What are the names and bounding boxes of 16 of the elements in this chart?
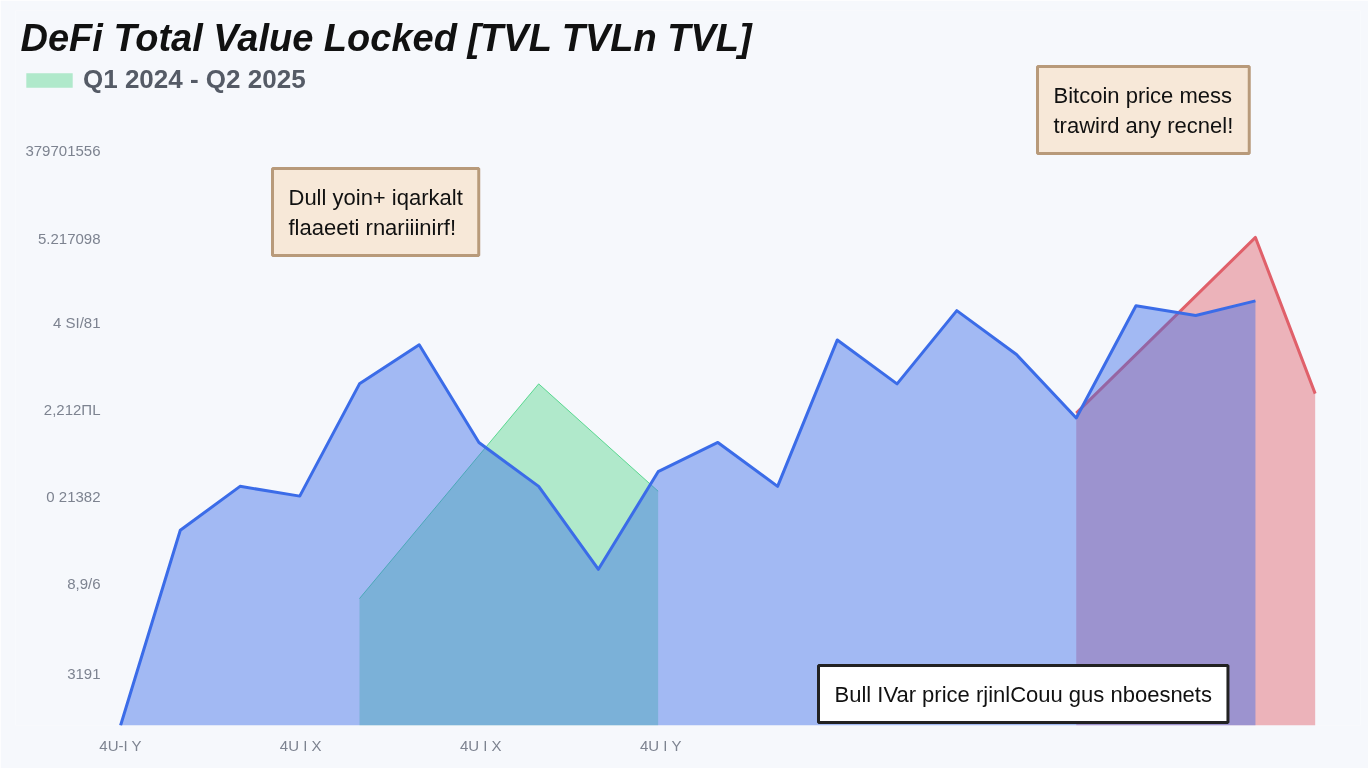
text: 4U I Y — [639, 736, 682, 754]
annotation: 4 SI/81 — [52, 313, 101, 331]
chart-title: DeFi Total Value Locked [TVL TVLn TVL] — [20, 16, 754, 59]
text: Bitcoin price mess trawird any recnel! — [1053, 82, 1234, 138]
annotation: 2,212ΠL — [43, 400, 101, 418]
annotation: 3191 — [67, 664, 101, 682]
text: 379701556 — [25, 141, 101, 159]
annotation: Dull yoin+ iqarkalt flaaeeti rnariiinirf! — [288, 184, 463, 240]
text: 4U I X — [459, 736, 502, 754]
legend-label: Q1 2024 - Q2 2025 — [83, 64, 306, 95]
annotation: Bull IVar price rjinlCouu gus nboesnets — [834, 681, 1212, 707]
annotation: 8,9/6 — [67, 574, 101, 592]
annotation: 0 21382 — [46, 487, 101, 505]
text: 4U-I Y — [99, 736, 142, 754]
text: 4U I X — [279, 736, 322, 754]
annotation: 5.217098 — [37, 229, 101, 247]
